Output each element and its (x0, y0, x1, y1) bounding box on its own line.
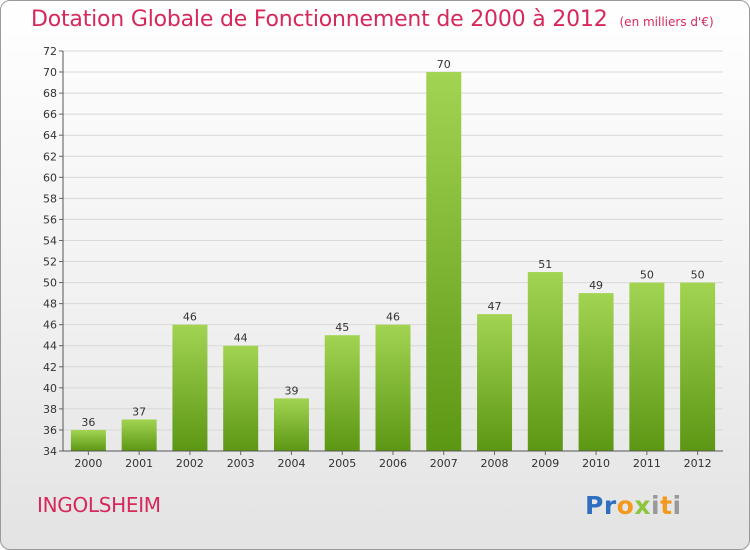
y-tick-label: 56 (43, 213, 57, 226)
bar-series (70, 72, 716, 451)
y-tick-label: 34 (43, 445, 57, 458)
data-label: 47 (488, 300, 502, 313)
x-tick-label: 2011 (633, 457, 661, 470)
y-tick-label: 62 (43, 150, 57, 163)
bar (70, 429, 106, 451)
bar (629, 282, 665, 451)
bar (477, 314, 513, 451)
x-tick-label: 2005 (328, 457, 356, 470)
bar (426, 72, 462, 451)
commune-name: INGOLSHEIM (37, 493, 161, 517)
x-tick-label: 2002 (176, 457, 204, 470)
y-tick-label: 64 (43, 129, 57, 142)
x-tick-label: 2000 (74, 457, 102, 470)
chart-title-block: Dotation Globale de Fonctionnement de 20… (31, 7, 714, 32)
bar (223, 345, 259, 451)
y-tick-label: 38 (43, 403, 57, 416)
data-label: 49 (589, 279, 603, 292)
x-tick-label: 2007 (430, 457, 458, 470)
y-tick-label: 36 (43, 424, 57, 437)
x-tick-label: 2008 (481, 457, 509, 470)
y-tick-label: 68 (43, 87, 57, 100)
bar (324, 335, 360, 451)
bar (121, 419, 157, 451)
x-tick-label: 2003 (227, 457, 255, 470)
data-label: 46 (183, 311, 197, 324)
chart-subtitle: (en milliers d'€) (619, 15, 714, 29)
y-tick-label: 54 (43, 234, 57, 247)
data-label: 37 (132, 405, 146, 418)
bar (172, 324, 208, 451)
y-tick-label: 42 (43, 361, 57, 374)
y-tick-label: 70 (43, 66, 57, 79)
y-tick-label: 52 (43, 256, 57, 269)
bar (680, 282, 716, 451)
y-tick-label: 40 (43, 382, 57, 395)
y-tick-label: 58 (43, 192, 57, 205)
y-tick-label: 44 (43, 340, 57, 353)
data-label: 39 (284, 384, 298, 397)
y-tick-label: 50 (43, 277, 57, 290)
data-label: 45 (335, 321, 349, 334)
data-label: 36 (81, 416, 95, 429)
bar (527, 272, 563, 451)
data-label: 50 (640, 269, 654, 282)
chart-title: Dotation Globale de Fonctionnement de 20… (31, 7, 608, 32)
data-label: 50 (691, 269, 705, 282)
bar (375, 324, 411, 451)
data-label: 46 (386, 311, 400, 324)
y-axis-tick-labels: 34 36 38 40 42 44 46 48 50 52 54 56 58 60 62 64 66 68 70 72 (43, 45, 57, 458)
data-label: 70 (437, 58, 451, 71)
y-tick-label: 72 (43, 45, 57, 58)
y-tick-label: 66 (43, 108, 57, 121)
x-tick-label: 2006 (379, 457, 407, 470)
x-tick-label: 2009 (531, 457, 559, 470)
bar (273, 398, 309, 451)
data-label: 44 (234, 332, 248, 345)
axes (59, 50, 723, 455)
y-tick-label: 46 (43, 319, 57, 332)
y-tick-label: 48 (43, 298, 57, 311)
data-labels: 36 37 46 44 39 45 46 70 47 51 49 50 50 (81, 58, 704, 429)
x-axis-tick-labels: 2000 2001 2002 2003 2004 2005 2006 2007 2008 2009… (74, 457, 711, 470)
y-tick-label: 60 (43, 171, 57, 184)
data-label: 51 (538, 258, 552, 271)
proxiti-logo[interactable]: Proxiti (585, 491, 682, 520)
x-tick-label: 2010 (582, 457, 610, 470)
x-tick-label: 2001 (125, 457, 153, 470)
x-tick-label: 2012 (684, 457, 712, 470)
x-tick-label: 2004 (277, 457, 305, 470)
bar (578, 293, 614, 451)
